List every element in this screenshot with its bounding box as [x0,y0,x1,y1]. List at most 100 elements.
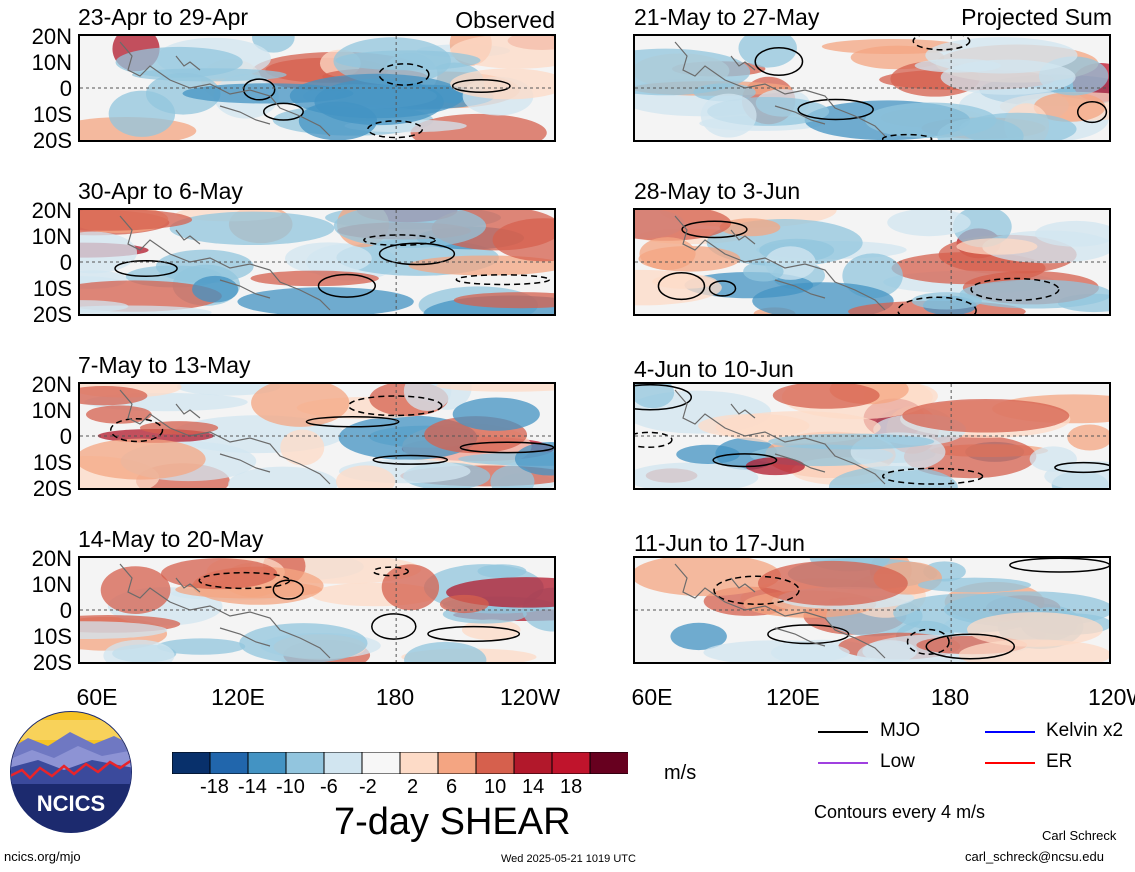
mjo-contour [114,259,178,277]
mjo-contour [1054,461,1109,474]
shear-blob [1067,424,1109,451]
footer-url[interactable]: ncics.org/mjo [4,849,81,864]
shear-blob [86,405,152,424]
map-panel [633,556,1111,664]
colorbar-tick: 10 [484,776,507,798]
map-panel [78,556,556,664]
shear-blob [676,444,740,465]
lat-label: 10N [31,50,72,75]
shear-blob [652,274,718,289]
shear-blob [917,577,1032,593]
mjo-contour [455,274,551,286]
shear-blob [103,639,175,662]
colorbar-tick: -14 [238,776,267,798]
map-panel [633,382,1111,490]
shear-blob [333,210,487,248]
lat-label: 0 [59,250,72,275]
lat-label: 20N [31,372,72,397]
panel-title: 14-May to 20-May [78,526,264,552]
map-panel [78,34,556,142]
shear-blob [862,640,918,662]
shear-blob [982,230,1109,264]
footer-email[interactable]: carl_schreck@ncsu.edu [965,849,1104,864]
shear-blob [635,558,781,597]
shear-blob [461,619,521,641]
coastline [119,389,331,485]
mjo-contour [681,220,748,239]
colorbar-tick: 2 [407,776,419,798]
lat-label: 0 [59,76,72,101]
lat-label: 20N [31,198,72,223]
lon-label: 180 [930,684,970,710]
shear-blob [289,73,464,119]
shear-blob [436,384,554,392]
panel-title: 23-Apr to 29-Apr [78,4,249,30]
colorbar-tick: -2 [359,776,377,798]
footer-author: Carl Schreck [1042,828,1117,843]
footer-timestamp: Wed 2025-05-21 1019 UTC [501,853,636,865]
legend-line-er [985,762,1035,764]
mjo-contour [897,296,977,314]
colorbar-swatch [513,751,553,775]
colorbar-swatch [589,751,629,775]
colorbar-swatch [285,751,325,775]
mjo-contour [110,417,164,443]
shear-blob [700,93,757,138]
shear-blob [828,466,958,488]
shear-blob [768,433,935,450]
shear-blob [772,384,880,409]
shear-blob [635,462,759,488]
shear-blob [911,292,982,310]
lat-label: 10S [32,102,72,127]
mjo-contour [912,36,971,51]
lon-label: 120W [499,684,561,710]
colorbar-units: m/s [664,762,697,784]
lon-label: 180 [375,684,415,710]
mjo-contour [347,395,443,417]
shear-blob [698,413,810,438]
lat-label: 20N [31,546,72,571]
lon-label: 60E [76,684,118,710]
mjo-contour [378,63,430,86]
map-panel [633,208,1111,316]
map-panel [78,382,556,490]
legend-line-low [818,762,868,764]
colorbar-tick: -18 [200,776,229,798]
lat-label: 10N [31,224,72,249]
shear-blob [280,429,325,466]
shear-blob [639,237,696,271]
shear-blob [80,386,148,406]
mjo-contour [317,273,376,298]
shear-blob [403,384,452,412]
shear-blob [745,457,805,476]
coastline [119,563,331,659]
shear-blob [966,612,1103,647]
colorbar-tick: -10 [276,776,305,798]
legend-line-kelvin [985,731,1035,733]
mjo-contour [635,431,673,449]
colorbar-swatch [361,751,401,775]
legend-line-mjo [818,731,868,733]
shear-blob [285,242,372,275]
shear-blob [335,50,481,71]
lat-label: 10S [32,450,72,475]
colorbar-tick: -6 [320,776,338,798]
panel-tag: Observed [455,7,555,33]
shear-blob [453,292,554,309]
panel-title: 11-Jun to 17-Jun [634,530,805,556]
shear-blob [80,621,168,640]
mjo-contour [371,613,417,640]
main-title: 7-day SHEAR [334,801,571,843]
mjo-contour [797,98,874,121]
mjo-contour [712,453,778,468]
mjo-contour [708,280,737,297]
mjo-contour [272,579,304,600]
shear-blob [1033,92,1106,122]
coastline [674,389,886,485]
lat-label: 20S [32,128,72,153]
contour-note: Contours every 4 m/s [814,802,986,822]
shear-blob [757,560,908,606]
panel-title: 21-May to 27-May [634,4,820,30]
mjo-contour [242,78,276,101]
shear-blob [404,641,487,662]
